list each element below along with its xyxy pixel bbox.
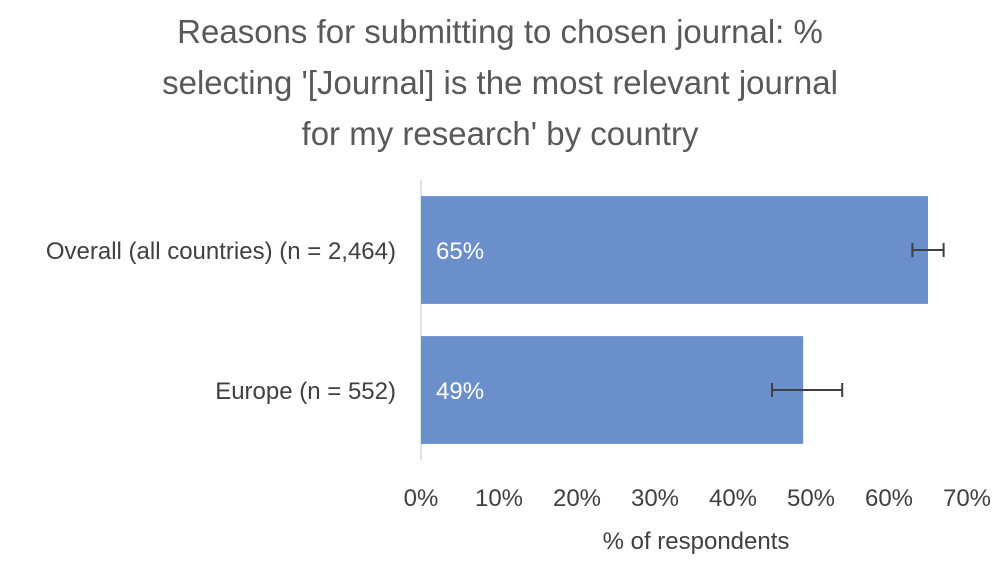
category-label: Overall (all countries) (n = 2,464) (46, 238, 396, 265)
x-tick-label: 50% (787, 485, 835, 512)
bar (421, 336, 804, 444)
chart-title-line-2: selecting '[Journal] is the most relevan… (162, 64, 838, 101)
chart-title-line-3: for my research' by country (301, 115, 699, 152)
data-label: 65% (436, 238, 484, 265)
x-axis-title: % of respondents (603, 528, 790, 555)
data-label: 49% (436, 378, 484, 405)
chart-title: Reasons for submitting to chosen journal… (0, 6, 1000, 159)
plot-area: 65% Overall (all countries) (n = 2,464) 49… (46, 180, 991, 555)
x-tick-label: 70% (943, 485, 991, 512)
x-tick-label: 0% (404, 485, 439, 512)
chart-title-line-1: Reasons for submitting to chosen journal… (177, 13, 823, 50)
x-tick-label: 20% (553, 485, 601, 512)
bar (421, 196, 928, 304)
x-tick-label: 10% (475, 485, 523, 512)
x-tick-label: 60% (865, 485, 913, 512)
x-tick-label: 40% (709, 485, 757, 512)
category-label: Europe (n = 552) (215, 378, 396, 405)
x-tick-label: 30% (631, 485, 679, 512)
